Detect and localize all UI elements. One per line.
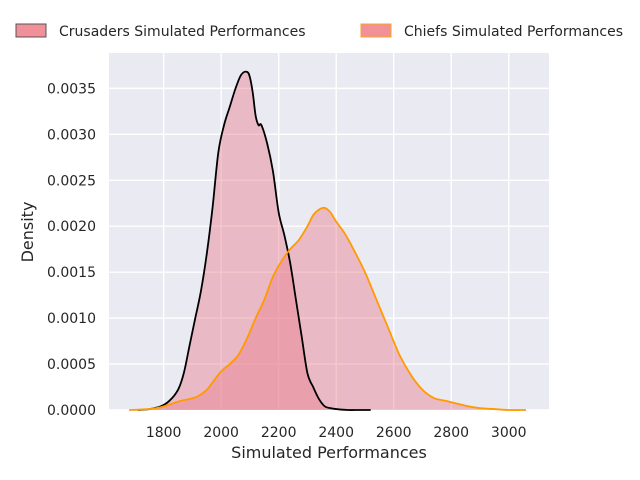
legend-label-1: Chiefs Simulated Performances <box>404 24 623 40</box>
x-tick-label-2800: 2800 <box>433 425 469 441</box>
legend: Crusaders Simulated Performances Chiefs S… <box>15 23 623 40</box>
density-line-0 <box>137 70 371 411</box>
y-tick-label-5: 0.0025 <box>47 173 96 189</box>
density-lines <box>129 70 526 411</box>
x-tick-label-2000: 2000 <box>203 425 239 441</box>
y-tick-label-7: 0.0035 <box>47 81 96 97</box>
y-tick-label-6: 0.0030 <box>47 127 96 143</box>
legend-swatch-0 <box>15 23 47 38</box>
x-tick-label-2200: 2200 <box>261 425 297 441</box>
x-tick-label-2400: 2400 <box>318 425 354 441</box>
density-area-1 <box>129 207 526 411</box>
x-tick-label-1800: 1800 <box>146 425 182 441</box>
y-tick-label-3: 0.0015 <box>47 265 96 281</box>
density-area-0 <box>137 71 371 411</box>
plot-background <box>109 53 549 410</box>
x-tick-label-2600: 2600 <box>376 425 412 441</box>
y-tick-label-0: 0.0000 <box>47 403 96 419</box>
gridlines <box>109 53 549 411</box>
y-tick-labels: 0.0000 0.0005 0.0010 0.0015 0.0020 0.0025 0.00… <box>47 81 96 419</box>
y-tick-label-4: 0.0020 <box>47 219 96 235</box>
density-areas <box>129 71 526 411</box>
legend-swatch-1 <box>360 23 392 38</box>
y-tick-label-1: 0.0005 <box>47 357 96 373</box>
legend-label-0: Crusaders Simulated Performances <box>59 24 305 40</box>
x-tick-label-3000: 3000 <box>491 425 527 441</box>
y-axis-label: Density <box>18 202 37 263</box>
density-line-1 <box>129 206 526 411</box>
x-tick-labels: 1800 2000 2200 2400 2600 2800 3000 <box>146 425 527 441</box>
y-tick-label-2: 0.0010 <box>47 311 96 327</box>
x-axis-label: Simulated Performances <box>231 443 427 462</box>
